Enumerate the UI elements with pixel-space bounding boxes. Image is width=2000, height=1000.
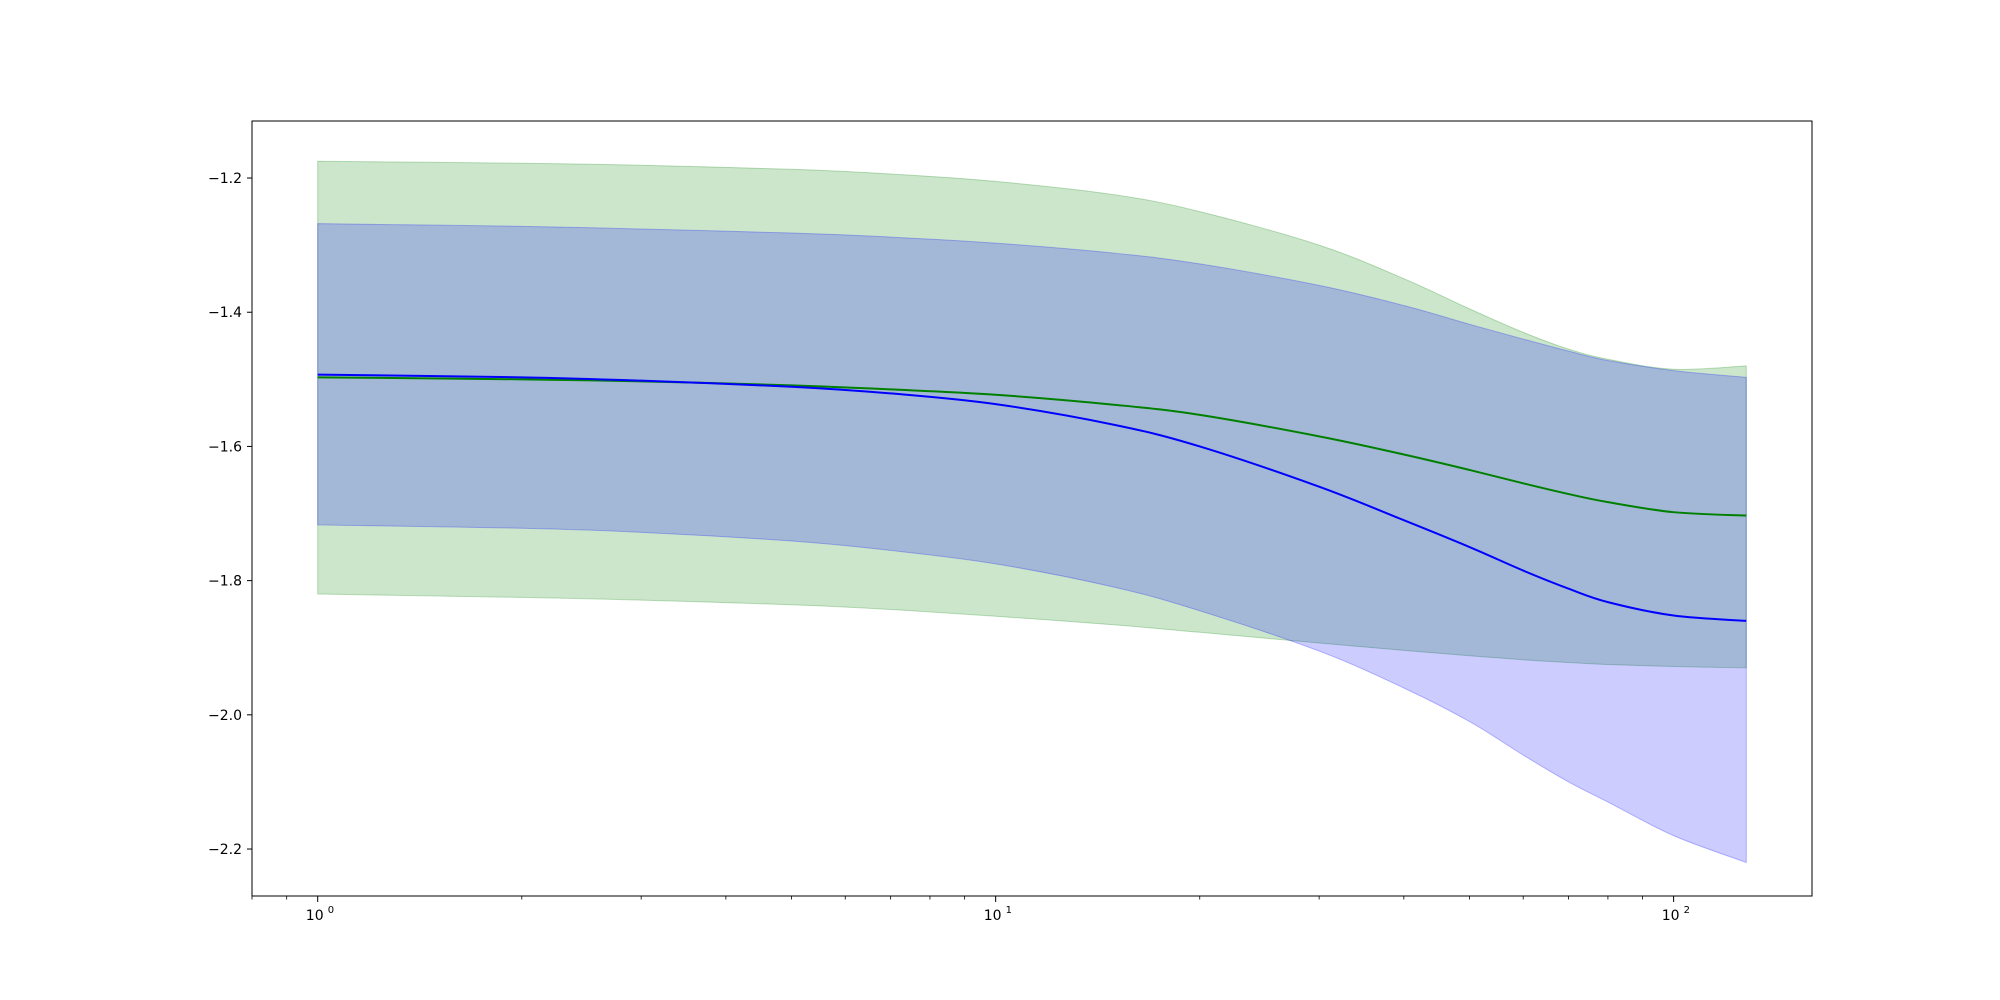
axes-frame <box>251 120 1813 897</box>
series-line-2 <box>317 373 1747 622</box>
axes: −1.2 −1.4 −1.6 −1.8 −2.0 −2.2 10 0 10 1 10 2 <box>208 120 1813 924</box>
confidence-band-1 <box>317 160 1747 669</box>
x-tick-label: 10 <box>984 908 1002 924</box>
x-tick-exponent: 2 <box>1684 905 1690 916</box>
y-tick-label: −2.2 <box>208 842 242 858</box>
y-tick-label: −2.0 <box>208 708 242 724</box>
x-tick-label: 10 <box>306 908 324 924</box>
confidence-band-2 <box>317 223 1747 864</box>
y-tick-label: −1.4 <box>208 305 242 321</box>
x-tick-exponent: 1 <box>1006 905 1012 916</box>
plot-area <box>317 160 1747 864</box>
x-tick-exponent: 0 <box>328 905 334 916</box>
y-tick-label: −1.8 <box>208 574 242 590</box>
y-tick-label: −1.6 <box>208 439 242 455</box>
x-tick-label: 10 <box>1662 908 1680 924</box>
y-tick-label: −1.2 <box>208 171 242 187</box>
